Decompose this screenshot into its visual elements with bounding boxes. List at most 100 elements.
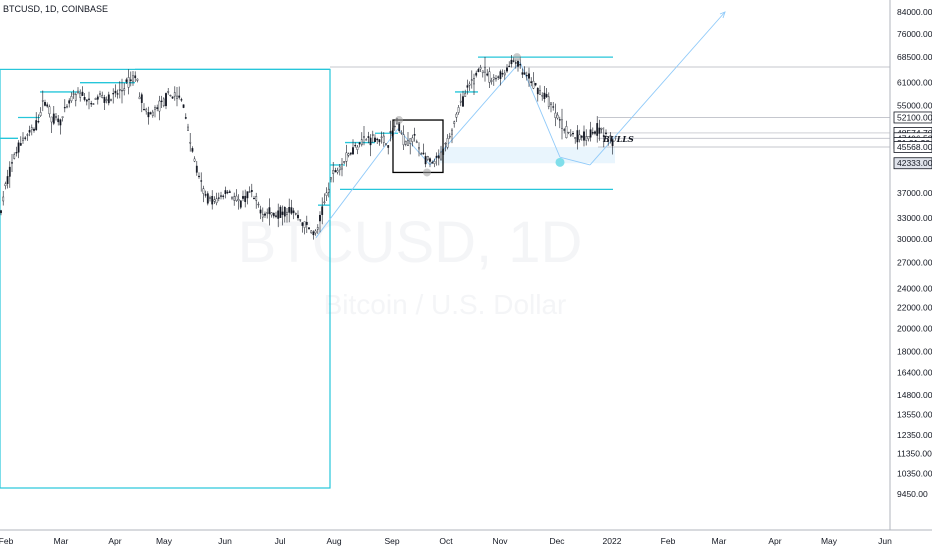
- price-tick-label: 37000.00: [897, 188, 932, 198]
- candle-body: [360, 139, 363, 146]
- candle-body: [572, 133, 574, 135]
- time-tick-label: May: [156, 536, 173, 546]
- candle-body: [393, 125, 396, 128]
- candle-body: [59, 119, 62, 126]
- price-tick-label: 84000.00: [897, 7, 932, 17]
- candle-body: [261, 214, 264, 218]
- price-tick-label: 16400.00: [897, 367, 932, 377]
- candle-body: [404, 140, 407, 145]
- candle-body: [510, 59, 513, 65]
- candle-body: [125, 79, 128, 82]
- candle-body: [297, 214, 299, 219]
- candle-body: [400, 132, 403, 134]
- candle-body: [44, 102, 46, 106]
- candle-body: [600, 127, 603, 130]
- candle-body: [378, 139, 381, 143]
- candle-body: [231, 197, 233, 199]
- candle-body: [206, 193, 209, 204]
- candle-body: [569, 133, 572, 136]
- pivot-circle: [513, 53, 521, 62]
- time-tick-label: Mar: [712, 536, 727, 546]
- candle-body: [61, 116, 64, 118]
- candle-body: [523, 72, 526, 75]
- candle-body: [501, 72, 504, 75]
- watermark-symbol: BTCUSD, 1D: [238, 210, 583, 275]
- trend-line: [519, 61, 561, 158]
- candle-body: [154, 107, 156, 110]
- candle-body: [235, 195, 238, 201]
- candle-body: [279, 206, 282, 218]
- price-tick-label: 68500.00: [897, 52, 932, 62]
- candle-body: [352, 147, 354, 155]
- candle-body: [369, 137, 372, 146]
- candle-body: [90, 103, 93, 105]
- price-badge: [893, 111, 932, 124]
- candle-body: [602, 135, 605, 137]
- candle-body: [145, 108, 148, 112]
- candle-body: [171, 96, 174, 99]
- candle-body: [459, 100, 462, 103]
- candle-body: [470, 79, 473, 81]
- candle-body: [112, 93, 115, 95]
- candle-body: [162, 98, 165, 107]
- candle-body: [609, 135, 612, 137]
- candle-body: [270, 212, 273, 216]
- candle-body: [517, 60, 519, 67]
- candle-body: [358, 142, 361, 145]
- candle-body: [286, 211, 288, 215]
- price-tick-label: 14800.00: [897, 390, 932, 400]
- candle-body: [103, 97, 106, 103]
- time-tick-label: Nov: [492, 536, 508, 546]
- candle-body: [424, 156, 427, 165]
- candle-body: [503, 72, 506, 76]
- time-tick-label: Jun: [878, 536, 892, 546]
- time-tick-label: Oct: [439, 536, 453, 546]
- candle-body: [481, 70, 484, 74]
- candle-body: [365, 139, 368, 141]
- candle-body: [123, 88, 126, 91]
- candle-body: [2, 196, 5, 202]
- candle-body: [92, 103, 95, 105]
- candle-body: [184, 117, 187, 119]
- price-tick-label: 22000.00: [897, 303, 932, 313]
- price-tick-label: 9450.00: [897, 489, 928, 499]
- candle-body: [246, 191, 249, 199]
- candle-body: [374, 137, 376, 143]
- candle-body: [380, 136, 383, 138]
- candle-body: [446, 138, 449, 148]
- consolidation-box: [392, 119, 444, 174]
- candle-body: [48, 106, 51, 115]
- candle-body: [110, 98, 112, 101]
- candle-body: [431, 162, 434, 164]
- candle-body: [552, 106, 555, 108]
- candle-body: [440, 151, 442, 160]
- candle-body: [468, 83, 471, 86]
- candle-body: [591, 131, 594, 134]
- candle-body: [22, 137, 24, 141]
- candle-body: [536, 88, 539, 95]
- candle-body: [68, 100, 71, 104]
- candle-body: [6, 176, 9, 184]
- candle-body: [85, 99, 88, 102]
- candle-body: [127, 77, 130, 88]
- candle-body: [532, 80, 535, 89]
- candle-body: [567, 131, 570, 134]
- candle-body: [327, 188, 330, 193]
- price-tick-label: 30000.00: [897, 234, 932, 244]
- candle-body: [563, 129, 566, 131]
- candle-body: [541, 95, 544, 97]
- candle-body: [371, 134, 374, 136]
- candle-body: [182, 104, 185, 108]
- candle-body: [277, 210, 280, 219]
- candle-body: [389, 131, 392, 133]
- candle-body: [587, 136, 590, 140]
- symbol-title: BTCUSD, 1D, COINBASE: [3, 4, 109, 14]
- candle-body: [473, 78, 475, 85]
- candle-body: [415, 141, 418, 143]
- candle-body: [310, 230, 313, 234]
- price-tick-label: 20000.00: [897, 324, 932, 334]
- candle-body: [420, 153, 423, 155]
- candle-body: [455, 113, 458, 118]
